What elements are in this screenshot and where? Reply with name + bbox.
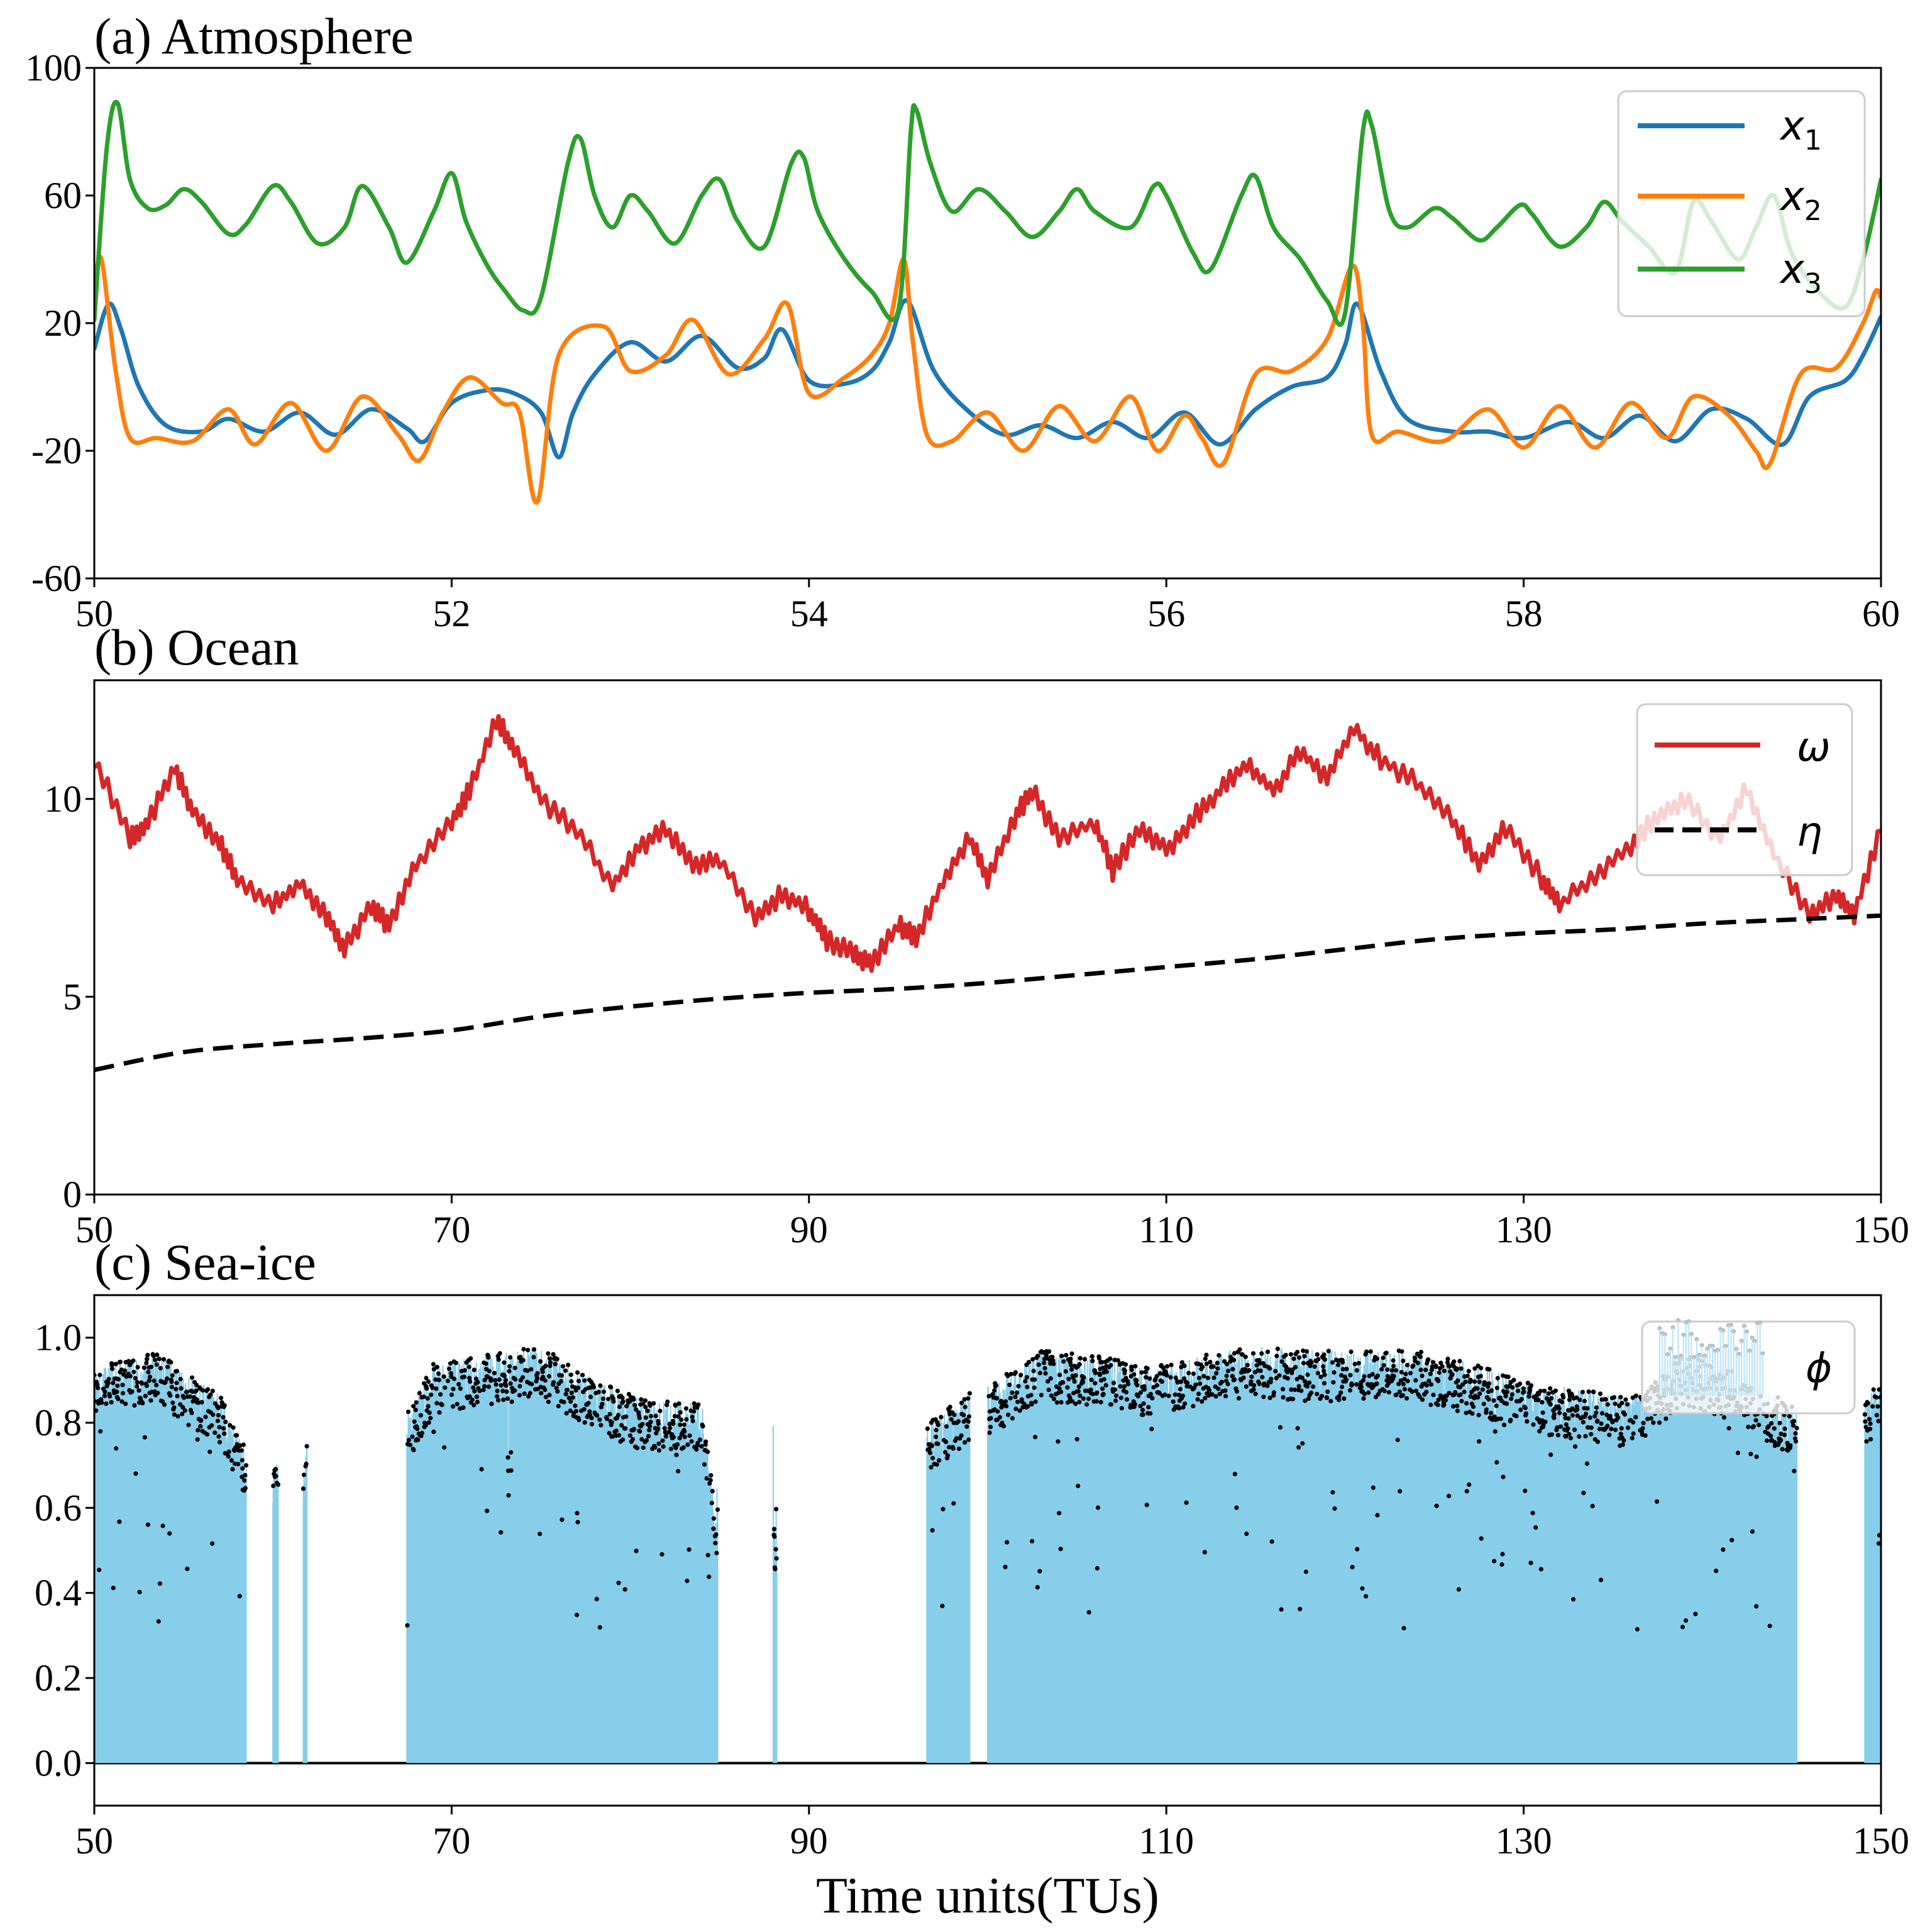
atmosphere-ytick-label: -60 <box>31 558 82 599</box>
x-axis-label: Time units(TUs) <box>816 1867 1159 1924</box>
series-x1-line <box>94 298 1881 460</box>
atmosphere-xtick-label: 54 <box>790 593 828 634</box>
ocean-xtick-label: 50 <box>75 1209 113 1250</box>
atmosphere-xtick-label: 56 <box>1147 593 1185 634</box>
ocean-xtick-label: 90 <box>790 1209 828 1250</box>
sea-ice-xtick-label: 50 <box>75 1820 113 1862</box>
atmosphere-axes-frame <box>93 67 1882 580</box>
ocean-panel: (b) Ocean 50 70 90 110 130 150 0 5 10 ω η <box>44 619 1909 1250</box>
atmosphere-plot-area <box>94 99 1881 505</box>
ocean-title: (b) Ocean <box>94 619 299 676</box>
atmosphere-ytick-label: 60 <box>44 175 82 216</box>
sea-ice-legend-box <box>1641 1320 1856 1415</box>
sea-ice-panel: (c) Sea-ice 50 70 90 110 130 150 0.0 0.2 0.4 0.6 0… <box>35 1234 1909 1862</box>
legend-omega-label: ω <box>1797 724 1831 771</box>
sea-ice-ticks: 50 70 90 110 130 150 0.0 0.2 0.4 0.6 0.8 1.0 <box>35 1317 1909 1862</box>
sea-ice-legend: ϕ <box>1641 1318 1856 1415</box>
legend-x1-label: x1 <box>1779 103 1822 157</box>
atmosphere-xtick-label: 50 <box>75 593 113 634</box>
ocean-xtick-label: 130 <box>1496 1209 1552 1250</box>
legend-x2-label: x2 <box>1779 174 1822 227</box>
sea-ice-title: (c) Sea-ice <box>94 1234 316 1291</box>
series-x2-line <box>94 255 1881 505</box>
atmosphere-panel: (a) Atmosphere 50 52 54 56 58 60 -60 -20 20 60 100… <box>25 8 1900 634</box>
ocean-ytick-label: 0 <box>63 1174 82 1215</box>
atmosphere-ytick-label: 20 <box>44 302 82 344</box>
atmosphere-ytick-label: -20 <box>31 430 82 472</box>
atmosphere-legend-box <box>1617 90 1866 317</box>
series-phi-bars <box>94 1347 1881 1764</box>
series-eta-line <box>94 913 1881 1073</box>
ocean-xtick-label: 150 <box>1853 1209 1909 1250</box>
atmosphere-ticks: 50 52 54 56 58 60 -60 -20 20 60 100 <box>25 47 1900 634</box>
sea-ice-ytick-label: 0.8 <box>35 1402 82 1443</box>
sea-ice-xtick-label: 130 <box>1496 1820 1552 1862</box>
sea-ice-ytick-label: 0.0 <box>35 1742 82 1784</box>
sea-ice-series <box>94 1346 1881 1765</box>
series-omega-line <box>94 714 1881 973</box>
legend-x3-label: x3 <box>1779 246 1822 300</box>
sea-ice-xtick-label: 90 <box>790 1820 828 1862</box>
ocean-series <box>94 714 1881 1073</box>
sea-ice-ytick-label: 1.0 <box>35 1317 82 1359</box>
atmosphere-xtick-label: 58 <box>1505 593 1543 634</box>
legend-phi-label: ϕ <box>1806 1345 1832 1392</box>
sea-ice-plot-area <box>94 1346 1881 1765</box>
sea-ice-ytick-label: 0.6 <box>35 1487 82 1528</box>
ocean-plot-area <box>94 714 1881 1073</box>
ocean-ticks: 50 70 90 110 130 150 0 5 10 <box>44 778 1909 1250</box>
sea-ice-axes-frame <box>93 1294 1882 1807</box>
atmosphere-legend: x1 x2 x3 <box>1617 90 1866 317</box>
legend-eta-label: η <box>1797 809 1823 856</box>
atmosphere-xtick-label: 60 <box>1862 593 1900 634</box>
series-x3-line <box>94 99 1881 328</box>
atmosphere-series <box>94 99 1881 505</box>
atmosphere-title: (a) Atmosphere <box>94 8 414 65</box>
ocean-ytick-label: 5 <box>63 976 82 1017</box>
sea-ice-xtick-label: 110 <box>1139 1820 1194 1862</box>
sea-ice-xtick-label: 70 <box>433 1820 470 1862</box>
series-phi-stems <box>94 1347 1881 1764</box>
ocean-xtick-label: 110 <box>1139 1209 1194 1250</box>
ocean-xtick-label: 70 <box>433 1209 470 1250</box>
legend-phi-glyph <box>1657 1318 1765 1396</box>
ocean-ytick-label: 10 <box>44 778 82 820</box>
sea-ice-ytick-label: 0.2 <box>35 1657 82 1699</box>
ocean-axes-frame <box>93 679 1882 1196</box>
atmosphere-ytick-label: 100 <box>25 47 82 89</box>
ocean-legend: ω η <box>1636 703 1853 876</box>
sea-ice-ytick-label: 0.4 <box>35 1572 82 1614</box>
sea-ice-xtick-label: 150 <box>1853 1820 1909 1862</box>
atmosphere-xtick-label: 52 <box>433 593 470 634</box>
